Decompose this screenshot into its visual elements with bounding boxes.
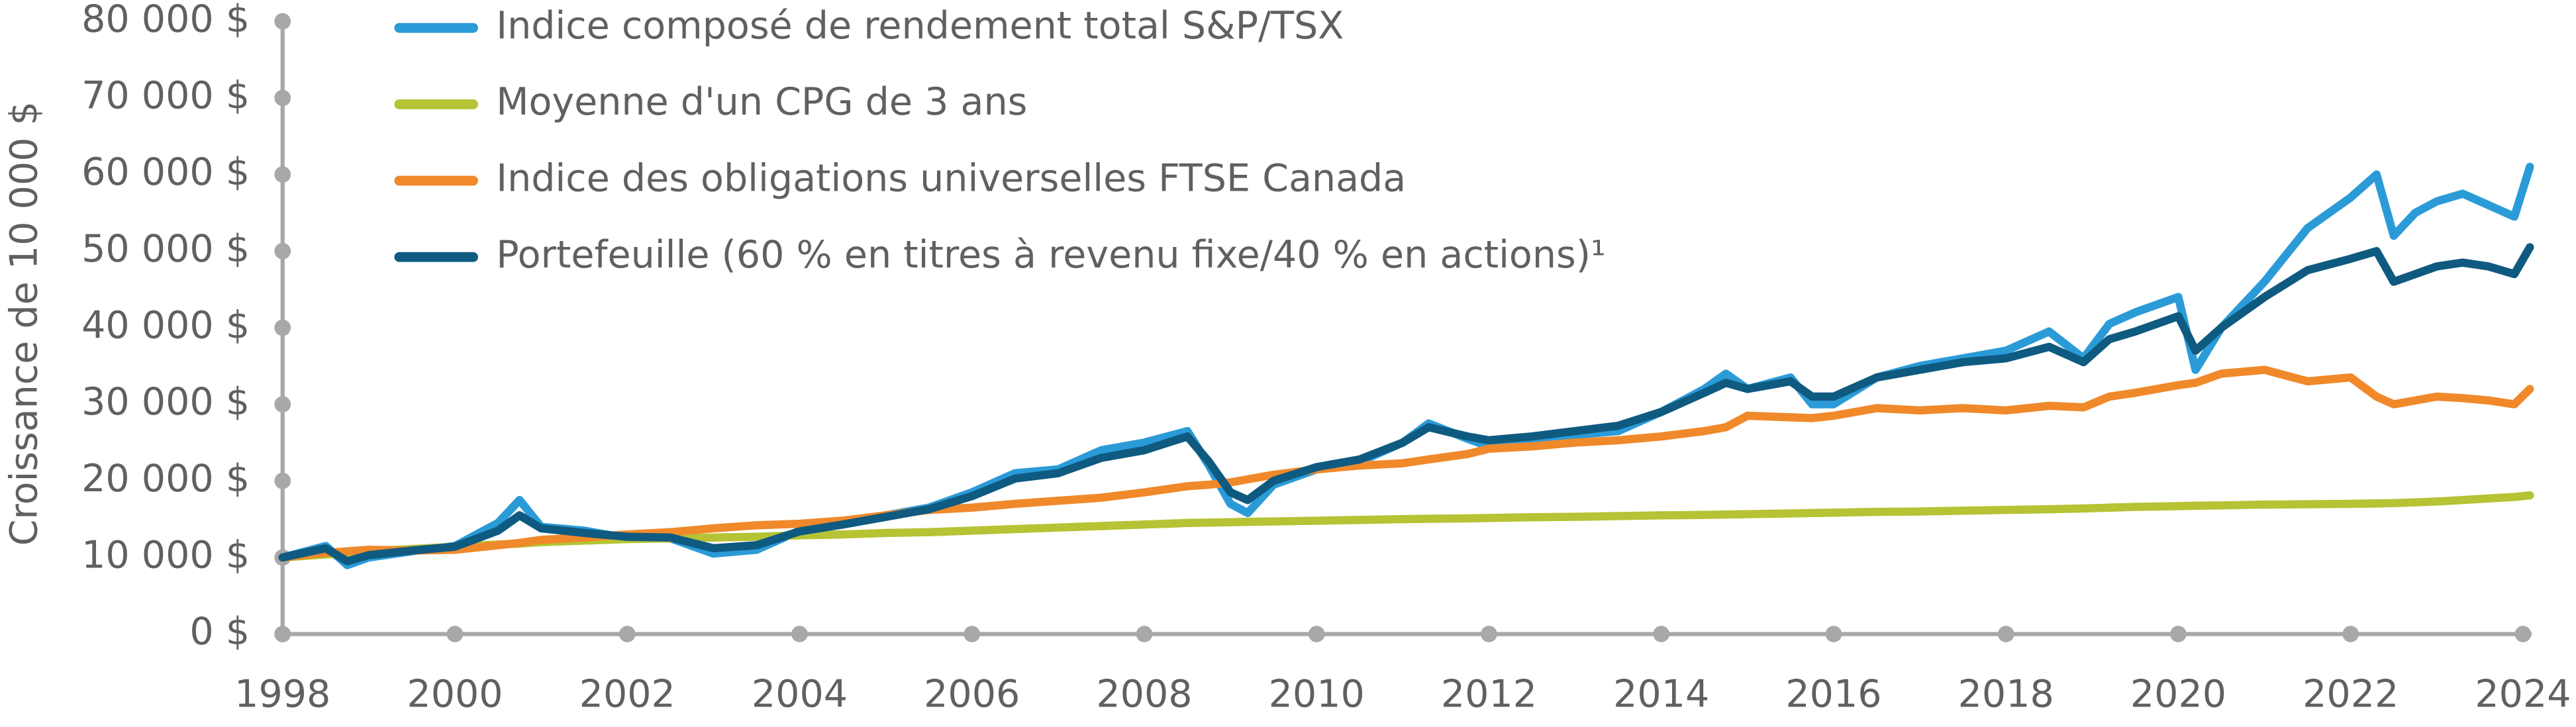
series-line xyxy=(278,243,2534,565)
x-tick-mark xyxy=(1136,626,1153,642)
legend-label: Portefeuille (60 % en titres à revenu fi… xyxy=(496,233,1606,277)
x-tick-mark xyxy=(2514,626,2532,642)
x-tick-label: 2022 xyxy=(2303,672,2399,716)
legend-label: Indice des obligations universelles FTSE… xyxy=(496,157,1406,201)
x-tick-mark xyxy=(1481,626,1497,642)
y-tick-label: 40 000 $ xyxy=(81,304,250,348)
y-tick-label: 80 000 $ xyxy=(81,0,250,41)
series-line xyxy=(278,365,2534,562)
y-tick-label: 10 000 $ xyxy=(81,534,250,577)
x-tick-label: 2002 xyxy=(579,672,675,716)
y-tick-mark xyxy=(274,242,291,260)
x-tick-label: 2008 xyxy=(1096,672,1192,716)
x-tick-label: 2012 xyxy=(1441,672,1537,716)
x-tick-mark xyxy=(1825,626,1842,642)
x-tick-label: 2014 xyxy=(1613,672,1709,716)
x-tick-label: 2006 xyxy=(924,672,1020,716)
y-tick-mark xyxy=(274,319,291,336)
x-tick-mark xyxy=(619,626,636,642)
y-tick-label: 50 000 $ xyxy=(81,227,250,271)
x-tick-label: 2024 xyxy=(2475,672,2571,716)
x-tick-mark xyxy=(964,626,981,642)
y-tick-label: 30 000 $ xyxy=(81,380,250,424)
y-tick-label: 60 000 $ xyxy=(81,150,250,194)
x-tick-mark xyxy=(1997,626,2014,642)
x-tick-mark xyxy=(1308,626,1325,642)
x-tick-label: 2020 xyxy=(2130,672,2226,716)
x-tick-label: 2004 xyxy=(752,672,848,716)
x-tick-mark xyxy=(446,626,464,642)
x-tick-mark xyxy=(2342,626,2359,642)
legend-label: Indice composé de rendement total S&P/TS… xyxy=(496,4,1344,48)
series-line xyxy=(278,491,2534,562)
y-tick-label: 70 000 $ xyxy=(81,74,250,118)
y-axis-title: Croissance de 10 000 $ xyxy=(2,101,46,546)
x-tick-mark xyxy=(2170,626,2187,642)
x-tick-label: 2016 xyxy=(1785,672,1881,716)
y-tick-mark xyxy=(274,13,291,30)
y-tick-mark xyxy=(274,472,291,489)
y-tick-mark xyxy=(274,166,291,183)
y-tick-label: 20 000 $ xyxy=(81,457,250,501)
x-tick-label: 2018 xyxy=(1958,672,2054,716)
x-tick-label: 1998 xyxy=(234,672,330,716)
y-tick-label: 0 $ xyxy=(189,610,250,654)
x-tick-mark xyxy=(274,626,291,642)
x-tick-mark xyxy=(791,626,808,642)
y-tick-mark xyxy=(274,396,291,412)
y-tick-mark xyxy=(274,89,291,107)
legend-label: Moyenne d'un CPG de 3 ans xyxy=(496,80,1027,124)
x-tick-label: 2000 xyxy=(407,672,503,716)
x-tick-mark xyxy=(1653,626,1670,642)
x-tick-label: 2010 xyxy=(1269,672,1365,716)
